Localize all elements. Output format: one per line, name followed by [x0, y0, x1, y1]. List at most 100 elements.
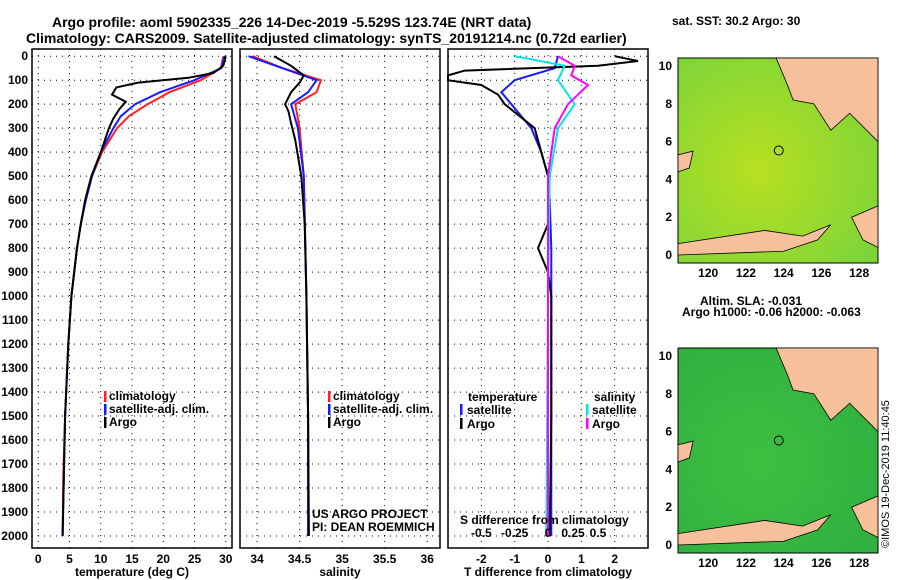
- map2-x-tick: 128: [849, 556, 869, 570]
- map1-x-tick: 120: [698, 266, 718, 280]
- map1-y-tick: 10: [659, 59, 673, 73]
- x-tick-label: 15: [125, 552, 139, 566]
- y-tick-label: 1500: [1, 409, 28, 423]
- y-tick-label: 1000: [1, 289, 28, 303]
- y-tick-label: 200: [8, 97, 28, 111]
- y-tick-label: 1800: [1, 481, 28, 495]
- legend-label: Argo: [467, 417, 495, 431]
- map2-x-tick: 126: [811, 556, 831, 570]
- legend-label: Argo: [109, 415, 137, 429]
- map2-y-tick: 4: [665, 462, 672, 476]
- x-tick-label: 30: [219, 552, 233, 566]
- map1-land-west: [677, 150, 694, 173]
- map2-land-timor: [851, 495, 879, 539]
- map2-title-1: Altim. SLA: -0.031: [700, 294, 803, 308]
- map1-y-tick: 0: [665, 248, 672, 262]
- annotation-project: US ARGO PROJECT: [312, 507, 428, 521]
- map2-title-2: Argo h1000: -0.06 h2000: -0.063: [682, 305, 861, 319]
- y-tick-label: 100: [8, 73, 28, 87]
- map2-land-west: [677, 440, 694, 463]
- y-tick-label: 1200: [1, 337, 28, 351]
- legend-swatch: [328, 404, 331, 415]
- map2-argo-position-marker: [773, 435, 784, 446]
- s-tick-label: 0.25: [561, 526, 585, 540]
- legend-title-salinity: salinity: [594, 390, 636, 404]
- y-tick-label: 0: [21, 49, 28, 63]
- legend-label: climatology: [109, 389, 176, 403]
- plot-frame-2: [239, 48, 441, 549]
- x-tick-label: 1: [578, 552, 585, 566]
- series-line-argo: [61, 55, 227, 537]
- legend-label: Argo: [333, 415, 361, 429]
- legend-swatch: [104, 417, 107, 428]
- legend-label: satellite: [467, 403, 512, 417]
- y-tick-label: 1900: [1, 505, 28, 519]
- legend-swatch: [586, 418, 589, 429]
- x-tick-label: 20: [157, 552, 171, 566]
- legend-label: satellite-adj. clim.: [333, 402, 433, 416]
- x-tick-label: 2: [611, 552, 618, 566]
- map1-x-tick: 128: [849, 266, 869, 280]
- map1-land-sulawesi: [775, 57, 879, 143]
- y-tick-label: 2000: [1, 529, 28, 543]
- x-tick-label: -1: [509, 552, 520, 566]
- y-tick-label: 900: [8, 265, 28, 279]
- s-axis-label: S difference from climatology: [460, 513, 629, 527]
- x-tick-label: 34: [250, 552, 264, 566]
- map1-x-tick: 126: [811, 266, 831, 280]
- map2-y-tick: 10: [659, 349, 673, 363]
- map2-land-sulawesi: [775, 347, 879, 433]
- legend-label: Argo: [592, 417, 620, 431]
- map2-y-tick: 2: [665, 500, 672, 514]
- x-tick-label: 34.5: [288, 552, 312, 566]
- x-tick-label: 0: [35, 552, 42, 566]
- y-tick-label: 1100: [2, 313, 28, 327]
- y-tick-label: 1700: [1, 457, 28, 471]
- y-tick-label: 1400: [1, 385, 28, 399]
- legend-swatch: [104, 391, 107, 402]
- legend-title-temperature: temperature: [468, 390, 538, 404]
- x-tick-label: 36: [421, 552, 435, 566]
- map1-argo-position-marker: [773, 145, 784, 156]
- y-tick-label: 500: [8, 169, 28, 183]
- map1-land-timor: [851, 205, 879, 249]
- x-tick-label: 0: [545, 552, 552, 566]
- legend-label: satellite-adj. clim.: [109, 402, 209, 416]
- plot-frame-1: [31, 48, 233, 549]
- y-tick-label: 600: [8, 193, 28, 207]
- x-tick-label: 10: [94, 552, 108, 566]
- legend-swatch: [104, 404, 107, 415]
- x-tick-label: 25: [188, 552, 202, 566]
- y-tick-label: 300: [8, 121, 28, 135]
- y-tick-label: 700: [8, 217, 28, 231]
- s-tick-label: -0.5: [471, 526, 492, 540]
- x-tick-label: -2: [476, 552, 487, 566]
- map1-title: sat. SST: 30.2 Argo: 30: [672, 14, 801, 28]
- y-tick-label: 1600: [1, 433, 28, 447]
- map1-x-tick: 124: [774, 266, 794, 280]
- annotation-pi: PI: DEAN ROEMMICH: [312, 520, 435, 534]
- legend-swatch: [460, 404, 463, 415]
- legend-swatch: [586, 404, 589, 415]
- map1-y-tick: 2: [665, 210, 672, 224]
- y-tick-label: 400: [8, 145, 28, 159]
- title-line-2: Climatology: CARS2009. Satellite-adjuste…: [26, 30, 627, 46]
- legend-label: climatology: [333, 389, 400, 403]
- s-tick-label: 0.5: [590, 526, 607, 540]
- x-tick-label: 5: [66, 552, 73, 566]
- map1-x-tick: 122: [736, 266, 756, 280]
- map2-x-tick: 124: [774, 556, 794, 570]
- legend-swatch: [328, 417, 331, 428]
- series-line-s-argo: [547, 55, 590, 536]
- map1-y-tick: 4: [665, 172, 672, 186]
- x-axis-label: temperature (deg C): [75, 565, 189, 579]
- map2-y-tick: 6: [665, 425, 672, 439]
- y-tick-label: 800: [8, 241, 28, 255]
- map2-x-tick: 120: [698, 556, 718, 570]
- x-tick-label: 35: [335, 552, 349, 566]
- map2-y-tick: 8: [665, 387, 672, 401]
- map1-y-tick: 6: [665, 135, 672, 149]
- map2-land-flores: [677, 514, 832, 546]
